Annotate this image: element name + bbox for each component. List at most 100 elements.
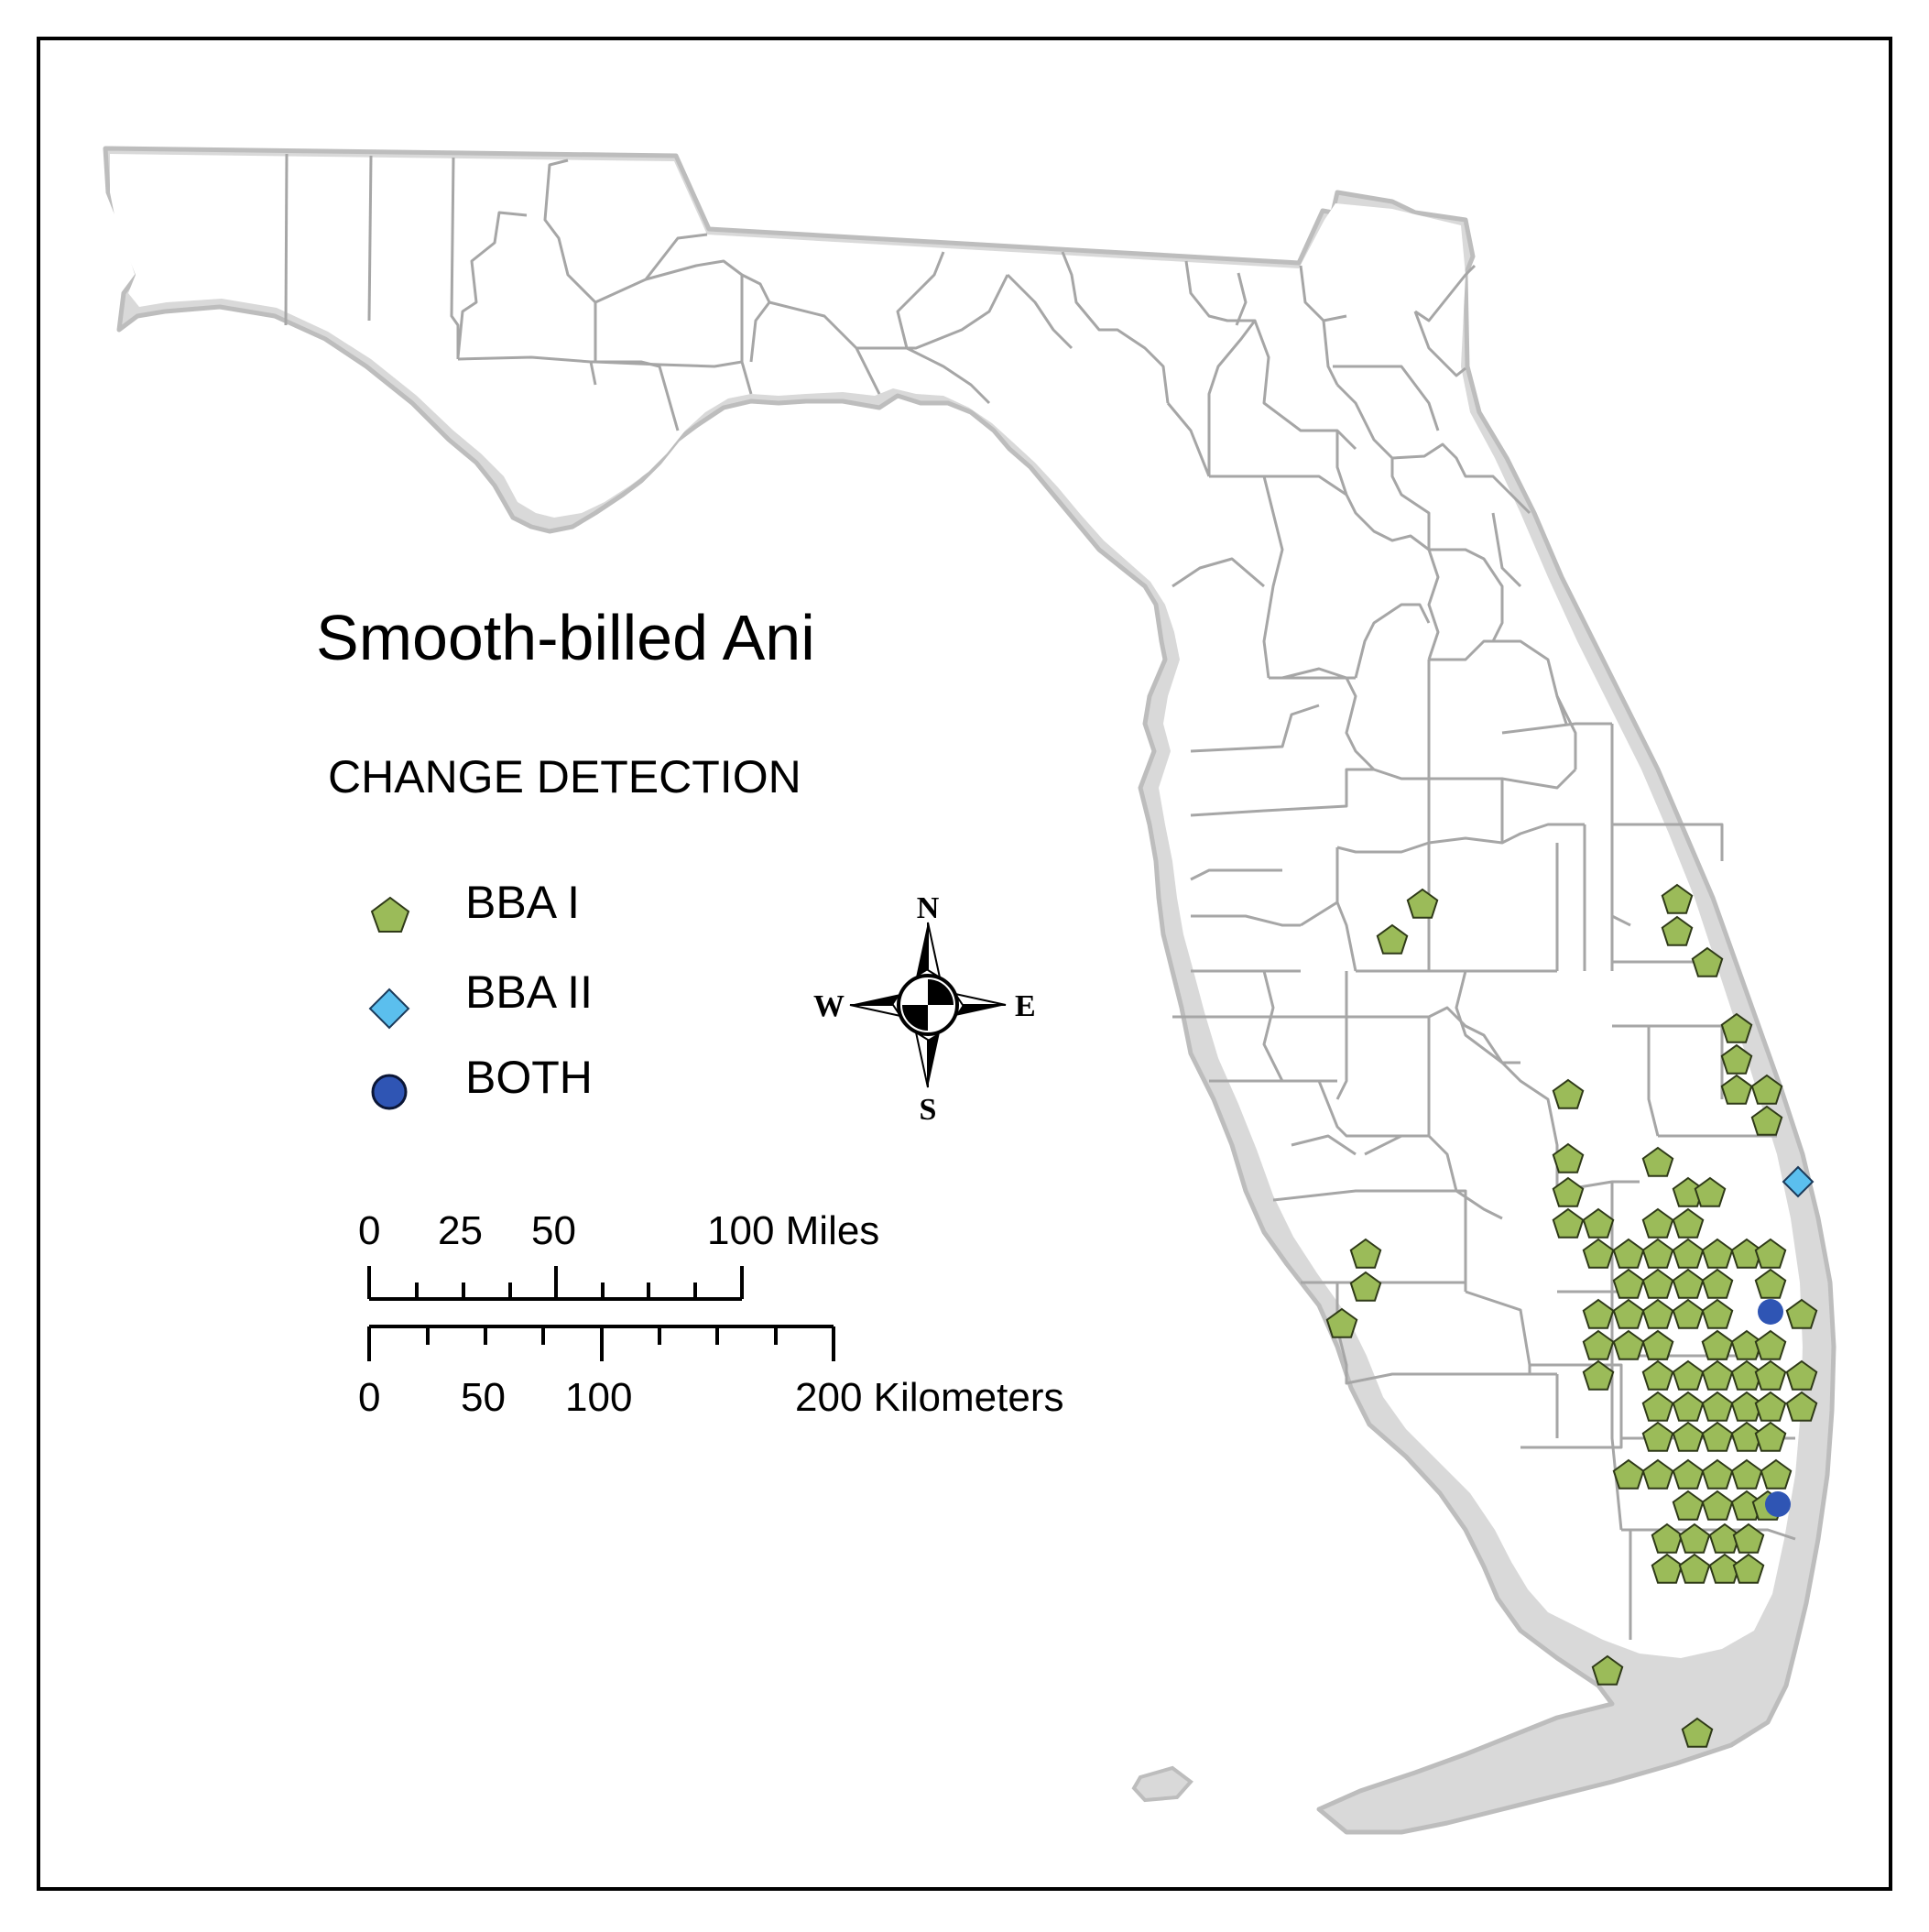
bba1-sighting-marker	[1582, 1298, 1615, 1329]
bba1-sighting-marker	[1672, 1268, 1705, 1299]
legend-label-bba2: BBA II	[465, 966, 593, 1018]
bba1-sighting-marker	[1754, 1329, 1787, 1360]
bba1-sighting-marker	[1672, 1207, 1705, 1239]
bba1-sighting-marker	[1754, 1238, 1787, 1269]
bba1-sighting-marker	[1349, 1238, 1382, 1269]
bba1-sighting-marker	[1720, 1012, 1753, 1043]
bba1-sighting-marker	[1376, 923, 1409, 955]
bba1-sighting-marker	[1672, 1298, 1705, 1329]
bba1-sighting-marker	[1732, 1523, 1765, 1554]
bba1-sighting-marker	[1651, 1553, 1684, 1584]
bba1-sighting-marker	[1732, 1553, 1765, 1584]
bba1-sighting-marker	[1754, 1268, 1787, 1299]
green-pentagon-icon	[370, 896, 410, 933]
bba1-sighting-marker	[1552, 1176, 1585, 1207]
bba1-sighting-marker	[1661, 915, 1694, 946]
bba1-sighting-marker	[1672, 1391, 1705, 1422]
bba1-sighting-marker	[1785, 1359, 1818, 1391]
bba1-sighting-marker	[1641, 1458, 1674, 1490]
bba1-sighting-marker	[1641, 1207, 1674, 1239]
bba1-sighting-marker	[1582, 1329, 1615, 1360]
bba1-sighting-marker	[1681, 1717, 1714, 1748]
bba2-sighting-marker	[1782, 1165, 1815, 1198]
bba1-sighting-marker	[1701, 1421, 1734, 1452]
bba1-sighting-marker	[1641, 1268, 1674, 1299]
compass-label-n: N	[917, 891, 940, 925]
bba1-sighting-marker	[1701, 1359, 1734, 1391]
sighting-markers	[1325, 883, 1818, 1748]
bba1-sighting-marker	[1785, 1391, 1818, 1422]
bba1-sighting-marker	[1750, 1105, 1783, 1136]
bba1-sighting-marker	[1582, 1359, 1615, 1391]
bba1-sighting-marker	[1661, 883, 1694, 914]
legend-label-both: BOTH	[465, 1052, 593, 1103]
legend: BBA I BBA II BOTH	[368, 877, 593, 1110]
scale-km-label-200: 200 Kilometers	[795, 1375, 1063, 1420]
bba1-sighting-marker	[1552, 1142, 1585, 1173]
bba1-sighting-marker	[1591, 1654, 1624, 1686]
scale-bar	[367, 1266, 835, 1361]
bba1-sighting-marker	[1406, 888, 1439, 919]
bba1-sighting-marker	[1641, 1391, 1674, 1422]
bba1-sighting-marker	[1760, 1458, 1793, 1490]
bba1-sighting-marker	[1672, 1238, 1705, 1269]
bba1-sighting-marker	[1754, 1359, 1787, 1391]
bba1-sighting-marker	[1349, 1271, 1382, 1302]
county-boundaries	[284, 153, 1796, 1640]
bba1-sighting-marker	[1701, 1490, 1734, 1521]
bba1-sighting-marker	[1720, 1043, 1753, 1075]
legend-label-bba1: BBA I	[465, 877, 580, 928]
navy-circle-icon	[371, 1074, 408, 1110]
legend-item-both: BOTH	[371, 1052, 593, 1110]
bba1-sighting-marker	[1641, 1359, 1674, 1391]
bba1-sighting-marker	[1641, 1298, 1674, 1329]
bba1-sighting-marker	[1691, 946, 1724, 977]
bba1-sighting-marker	[1672, 1359, 1705, 1391]
bba1-sighting-marker	[1678, 1553, 1711, 1584]
bba1-sighting-marker	[1641, 1329, 1674, 1360]
bba1-sighting-marker	[1672, 1490, 1705, 1521]
bba1-sighting-marker	[1694, 1176, 1727, 1207]
bba1-sighting-marker	[1754, 1391, 1787, 1422]
bba1-sighting-marker	[1582, 1238, 1615, 1269]
bba1-sighting-marker	[1612, 1329, 1645, 1360]
bba1-sighting-marker	[1785, 1298, 1818, 1329]
scale-miles-label-25: 25	[438, 1208, 483, 1253]
scale-km-label-100: 100	[565, 1375, 632, 1420]
scale-miles-label-50: 50	[531, 1208, 576, 1253]
compass-label-w: W	[813, 989, 845, 1023]
bba1-sighting-marker	[1678, 1523, 1711, 1554]
bba1-sighting-marker	[1672, 1458, 1705, 1490]
bba1-sighting-marker	[1641, 1421, 1674, 1452]
compass-label-s: S	[920, 1093, 937, 1127]
bba1-sighting-marker	[1582, 1207, 1615, 1239]
both-sighting-marker	[1765, 1491, 1791, 1517]
bba1-sighting-marker	[1612, 1268, 1645, 1299]
legend-item-bba2: BBA II	[368, 966, 593, 1030]
scale-labels: 0 25 50 100 Miles 0 50 100 200 Kilometer…	[358, 1208, 1063, 1420]
bba1-sighting-marker	[1651, 1523, 1684, 1554]
legend-item-bba1: BBA I	[370, 877, 580, 933]
scale-km-label-50: 50	[461, 1375, 506, 1420]
bba1-sighting-marker	[1641, 1146, 1674, 1177]
bba1-sighting-marker	[1701, 1458, 1734, 1490]
bba1-sighting-marker	[1552, 1207, 1585, 1239]
compass-label-e: E	[1015, 989, 1036, 1023]
bba1-sighting-marker	[1730, 1458, 1763, 1490]
map-subtitle: CHANGE DETECTION	[328, 751, 801, 802]
compass-rose: N S E W	[813, 891, 1036, 1127]
map-title: Smooth-billed Ani	[316, 602, 815, 673]
both-sighting-marker	[1758, 1299, 1783, 1325]
bba1-sighting-marker	[1325, 1307, 1358, 1338]
bba1-sighting-marker	[1701, 1329, 1734, 1360]
bba1-sighting-marker	[1720, 1074, 1753, 1105]
blue-diamond-icon	[368, 988, 410, 1030]
bba1-sighting-marker	[1641, 1238, 1674, 1269]
bba1-sighting-marker	[1701, 1268, 1734, 1299]
bba1-sighting-marker	[1754, 1421, 1787, 1452]
scale-bar-kilometers	[367, 1325, 835, 1361]
scale-miles-label-100: 100 Miles	[707, 1208, 879, 1253]
bba1-sighting-marker	[1701, 1391, 1734, 1422]
